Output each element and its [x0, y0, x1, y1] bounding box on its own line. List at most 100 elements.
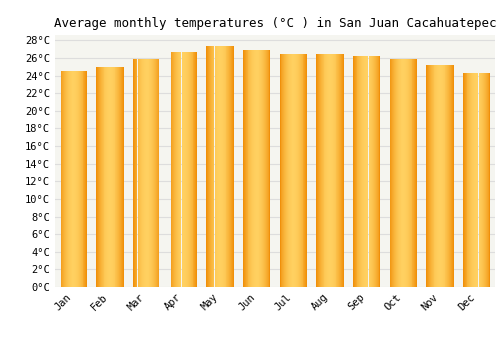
Bar	[100, 67, 101, 287]
Bar	[248, 50, 250, 287]
Bar	[66, 71, 67, 287]
Bar	[408, 59, 409, 287]
Bar	[256, 50, 258, 287]
Bar	[212, 46, 214, 287]
Bar	[471, 73, 472, 287]
Bar	[77, 71, 78, 287]
Bar	[485, 73, 486, 287]
Bar	[395, 59, 396, 287]
Bar	[341, 54, 342, 287]
Bar	[263, 50, 264, 287]
Bar	[104, 67, 106, 287]
Bar	[373, 56, 374, 287]
Bar	[429, 65, 430, 287]
Bar	[67, 71, 68, 287]
Bar	[443, 65, 444, 287]
Bar	[255, 50, 256, 287]
Bar	[390, 59, 392, 287]
Bar	[336, 54, 338, 287]
Bar	[324, 54, 326, 287]
Bar	[320, 54, 321, 287]
Bar	[63, 71, 64, 287]
Bar	[438, 65, 439, 287]
Bar	[466, 73, 468, 287]
Bar	[266, 50, 267, 287]
Bar	[356, 56, 358, 287]
Bar	[189, 52, 190, 287]
Bar	[284, 54, 285, 287]
Bar	[97, 67, 98, 287]
Bar	[298, 54, 299, 287]
Bar	[64, 71, 65, 287]
Bar	[290, 54, 292, 287]
Bar	[192, 52, 194, 287]
Bar	[363, 56, 364, 287]
Bar	[208, 46, 209, 287]
Bar	[285, 54, 286, 287]
Bar	[121, 67, 122, 287]
Bar	[360, 56, 361, 287]
Bar	[253, 50, 254, 287]
Bar	[426, 65, 427, 287]
Bar	[398, 59, 400, 287]
Bar	[368, 56, 370, 287]
Bar	[453, 65, 454, 287]
Bar	[214, 46, 216, 287]
Bar	[119, 67, 120, 287]
Bar	[120, 67, 121, 287]
Bar	[154, 59, 155, 287]
Bar	[68, 71, 69, 287]
Bar	[376, 56, 378, 287]
Bar	[427, 65, 428, 287]
Bar	[146, 59, 148, 287]
Bar	[297, 54, 298, 287]
Bar	[84, 71, 85, 287]
Bar	[484, 73, 485, 287]
Bar	[157, 59, 158, 287]
Bar	[180, 52, 182, 287]
Bar	[372, 56, 373, 287]
Bar	[450, 65, 451, 287]
Bar	[409, 59, 410, 287]
Bar	[98, 67, 99, 287]
Bar	[326, 54, 327, 287]
Bar	[437, 65, 438, 287]
Bar	[354, 56, 355, 287]
Bar	[136, 59, 138, 287]
Bar	[292, 54, 294, 287]
Bar	[118, 67, 119, 287]
Bar	[474, 73, 475, 287]
Bar	[155, 59, 156, 287]
Bar	[178, 52, 179, 287]
Bar	[414, 59, 415, 287]
Bar	[364, 56, 365, 287]
Bar	[177, 52, 178, 287]
Bar	[340, 54, 341, 287]
Bar	[190, 52, 192, 287]
Bar	[109, 67, 110, 287]
Bar	[416, 59, 417, 287]
Bar	[210, 46, 211, 287]
Bar	[282, 54, 283, 287]
Bar	[148, 59, 150, 287]
Bar	[196, 52, 197, 287]
Bar	[410, 59, 412, 287]
Bar	[366, 56, 368, 287]
Bar	[79, 71, 80, 287]
Bar	[82, 71, 84, 287]
Bar	[143, 59, 144, 287]
Bar	[365, 56, 366, 287]
Bar	[267, 50, 268, 287]
Bar	[339, 54, 340, 287]
Bar	[170, 52, 172, 287]
Bar	[343, 54, 344, 287]
Bar	[265, 50, 266, 287]
Bar	[354, 56, 356, 287]
Bar	[75, 71, 76, 287]
Bar	[102, 67, 104, 287]
Bar	[179, 52, 180, 287]
Bar	[226, 46, 228, 287]
Bar	[480, 73, 481, 287]
Bar	[138, 59, 140, 287]
Bar	[318, 54, 319, 287]
